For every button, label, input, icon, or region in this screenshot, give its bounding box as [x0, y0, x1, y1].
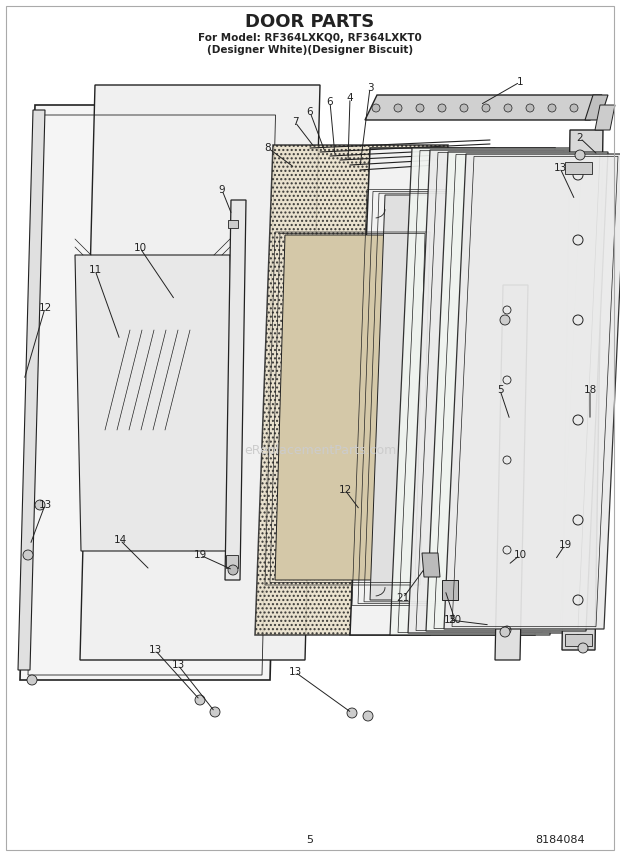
Circle shape: [438, 104, 446, 112]
Circle shape: [394, 104, 402, 112]
Circle shape: [416, 104, 424, 112]
Polygon shape: [275, 235, 420, 580]
Polygon shape: [350, 148, 555, 635]
Text: 3: 3: [366, 83, 373, 93]
Polygon shape: [422, 553, 440, 577]
Polygon shape: [226, 555, 238, 568]
Text: 13: 13: [554, 163, 567, 173]
Text: 18: 18: [583, 385, 596, 395]
Polygon shape: [408, 150, 590, 633]
Text: 9: 9: [219, 185, 225, 195]
Circle shape: [27, 675, 37, 685]
Text: 11: 11: [89, 265, 102, 275]
Text: 7: 7: [291, 117, 298, 127]
Circle shape: [347, 708, 357, 718]
Text: 8184084: 8184084: [535, 835, 585, 845]
Polygon shape: [390, 148, 572, 635]
Circle shape: [504, 104, 512, 112]
Text: 2: 2: [577, 133, 583, 143]
Text: 13: 13: [171, 660, 185, 670]
Text: DOOR PARTS: DOOR PARTS: [246, 13, 374, 31]
Polygon shape: [228, 220, 238, 228]
Text: 6: 6: [307, 107, 313, 117]
Circle shape: [210, 707, 220, 717]
Polygon shape: [565, 634, 592, 646]
Polygon shape: [565, 162, 592, 174]
Text: 13: 13: [288, 667, 301, 677]
Polygon shape: [370, 195, 528, 600]
Circle shape: [23, 550, 33, 560]
Polygon shape: [365, 95, 602, 120]
Text: 21: 21: [396, 593, 410, 603]
Text: 6: 6: [327, 97, 334, 107]
Text: 4: 4: [347, 93, 353, 103]
Text: 1: 1: [516, 77, 523, 87]
Text: eReplacementParts.com: eReplacementParts.com: [244, 443, 396, 456]
Circle shape: [578, 643, 588, 653]
Text: For Model: RF364LXKQ0, RF364LXKT0: For Model: RF364LXKQ0, RF364LXKT0: [198, 33, 422, 43]
Circle shape: [575, 150, 585, 160]
Polygon shape: [75, 255, 236, 551]
Polygon shape: [18, 110, 45, 670]
Polygon shape: [444, 154, 620, 629]
Polygon shape: [20, 105, 285, 680]
Polygon shape: [426, 152, 608, 631]
Polygon shape: [595, 105, 615, 130]
Circle shape: [548, 104, 556, 112]
Text: 19: 19: [559, 540, 572, 550]
Text: 20: 20: [448, 615, 461, 625]
Text: 12: 12: [339, 485, 352, 495]
Polygon shape: [225, 200, 246, 580]
Circle shape: [35, 500, 45, 510]
Text: 13: 13: [38, 500, 51, 510]
Polygon shape: [495, 285, 528, 660]
Circle shape: [372, 104, 380, 112]
Polygon shape: [255, 145, 448, 635]
Circle shape: [570, 104, 578, 112]
Text: 10: 10: [513, 550, 526, 560]
Circle shape: [363, 711, 373, 721]
Text: 19: 19: [193, 550, 206, 560]
Circle shape: [500, 627, 510, 637]
Text: 10: 10: [133, 243, 146, 253]
Text: 14: 14: [113, 535, 126, 545]
Text: 5: 5: [497, 385, 503, 395]
Text: 8: 8: [265, 143, 272, 153]
Polygon shape: [585, 95, 608, 120]
Text: 15: 15: [443, 615, 456, 625]
Polygon shape: [442, 580, 458, 600]
Polygon shape: [562, 130, 603, 650]
Circle shape: [526, 104, 534, 112]
Text: (Designer White)(Designer Biscuit): (Designer White)(Designer Biscuit): [207, 45, 413, 55]
Circle shape: [228, 565, 238, 575]
Text: 5: 5: [306, 835, 314, 845]
Circle shape: [482, 104, 490, 112]
Text: 13: 13: [148, 645, 162, 655]
Circle shape: [195, 695, 205, 705]
Circle shape: [500, 315, 510, 325]
Circle shape: [460, 104, 468, 112]
Polygon shape: [80, 85, 320, 660]
Text: 12: 12: [38, 303, 51, 313]
